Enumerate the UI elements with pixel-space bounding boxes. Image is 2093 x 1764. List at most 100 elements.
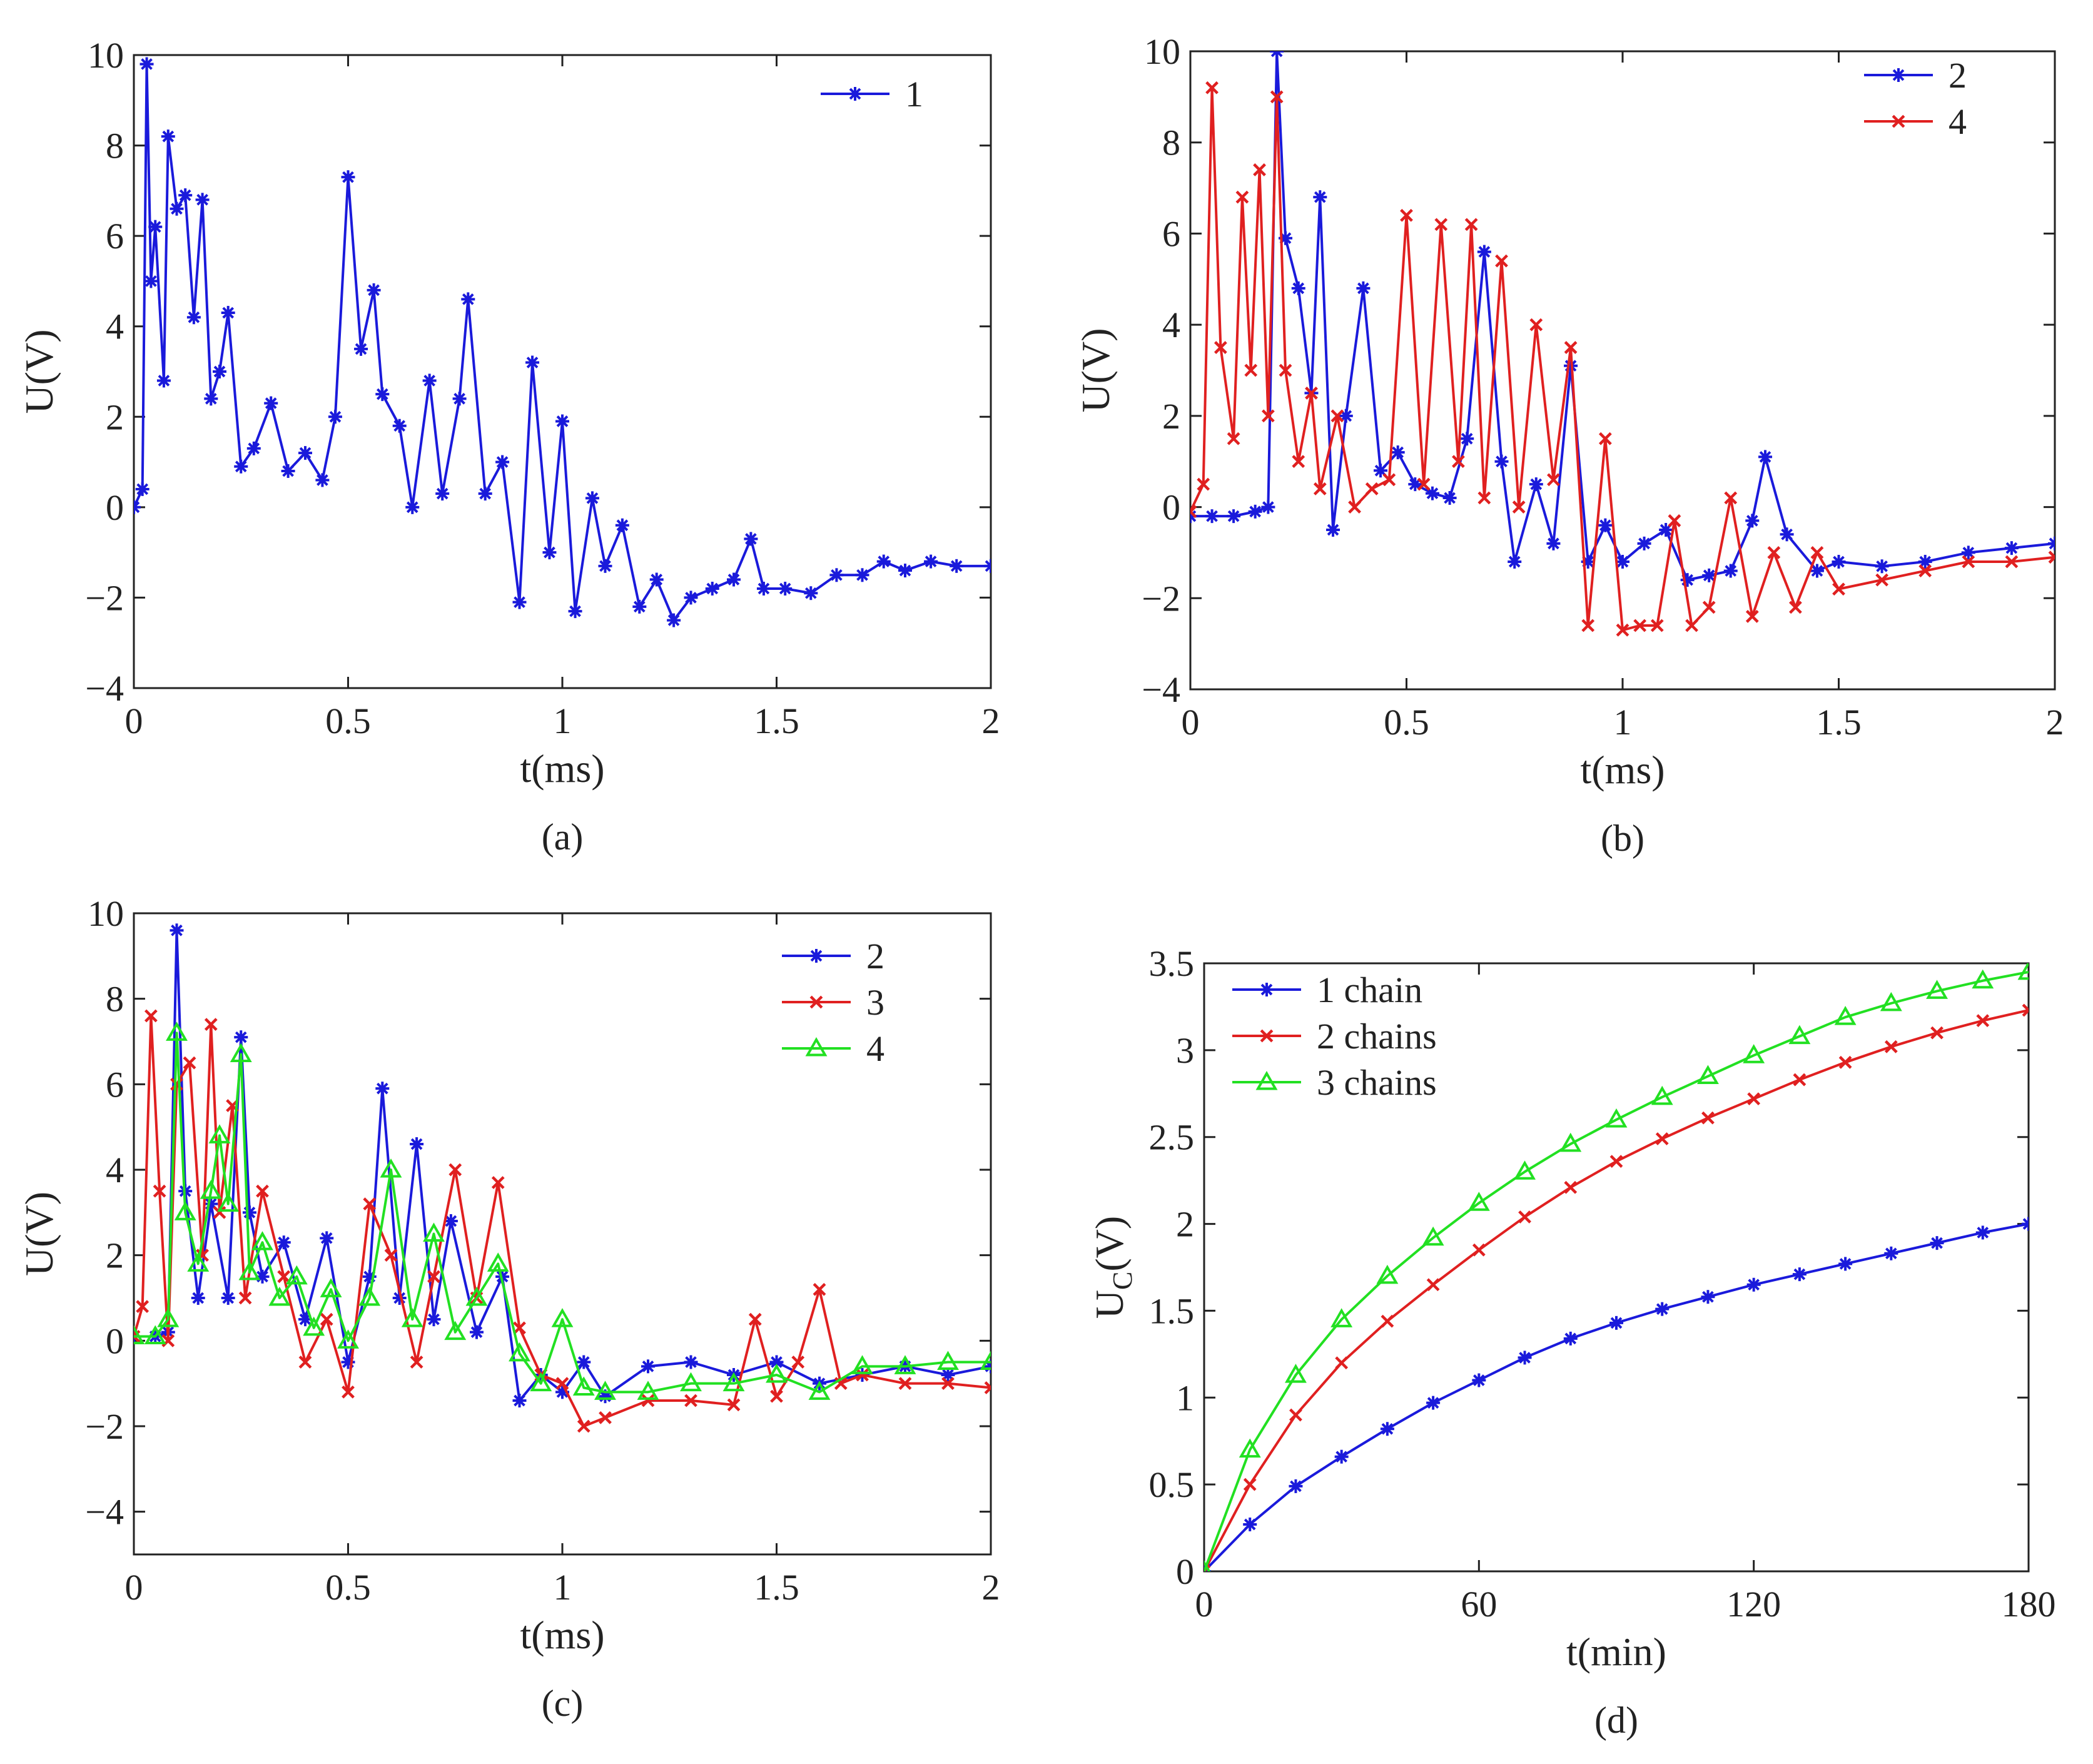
data-point xyxy=(161,129,175,144)
x-tick-label: 0.5 xyxy=(325,1567,371,1608)
data-point xyxy=(410,1137,424,1151)
data-point xyxy=(1330,409,1344,423)
y-tick-label: −4 xyxy=(85,668,124,709)
data-point xyxy=(1834,1006,1857,1025)
data-point xyxy=(1559,1132,1582,1152)
data-point xyxy=(320,1312,333,1326)
data-point xyxy=(208,1124,231,1143)
data-point xyxy=(632,599,647,614)
data-point xyxy=(1788,1025,1811,1045)
data-point xyxy=(135,482,150,496)
data-point xyxy=(491,1176,505,1189)
plot-frame xyxy=(1203,962,2030,1573)
data-point xyxy=(320,1278,342,1297)
x-tick-label: 0 xyxy=(1182,702,1200,743)
data-point xyxy=(1417,477,1431,491)
data-point xyxy=(525,355,540,370)
series-2-chains xyxy=(1204,1003,2029,1571)
series-line xyxy=(1190,51,2055,582)
data-point xyxy=(470,1325,484,1339)
data-point xyxy=(170,923,184,938)
legend-label: 1 chain xyxy=(1317,970,1422,1010)
y-tick-label: 4 xyxy=(1162,305,1180,345)
y-tick-label: −2 xyxy=(85,1406,124,1447)
data-point xyxy=(1381,1314,1394,1328)
data-point xyxy=(1930,1026,1944,1040)
data-point xyxy=(1650,619,1664,632)
data-point xyxy=(641,1394,655,1407)
data-point xyxy=(221,306,235,320)
data-point xyxy=(1197,477,1210,491)
x-tick-label: 1.5 xyxy=(1816,702,1862,743)
data-point xyxy=(1472,1243,1486,1257)
data-point xyxy=(1356,281,1371,295)
data-point xyxy=(1655,1132,1669,1145)
data-point xyxy=(813,1282,826,1296)
data-point xyxy=(1289,1479,1303,1493)
plot-frame xyxy=(1189,50,2056,691)
data-point xyxy=(924,554,938,569)
data-point xyxy=(1190,505,1197,519)
y-tick-label: 2 xyxy=(1162,396,1180,437)
data-point xyxy=(1789,601,1802,614)
y-tick-label: 3 xyxy=(1176,1030,1194,1071)
data-point xyxy=(555,414,569,428)
data-point xyxy=(1426,1396,1441,1410)
data-point xyxy=(572,1376,595,1396)
data-point xyxy=(410,1356,423,1369)
data-point xyxy=(1609,1155,1623,1168)
y-axis-label: U(V) xyxy=(1073,328,1118,412)
data-point xyxy=(1655,1302,1670,1316)
y-tick-label: 10 xyxy=(88,893,124,934)
data-point xyxy=(443,1214,458,1228)
y-tick-label: 10 xyxy=(88,35,124,76)
data-point xyxy=(1279,363,1292,377)
series-4 xyxy=(134,1021,991,1400)
legend-label: 2 xyxy=(1949,55,1967,96)
data-point xyxy=(1305,387,1318,400)
data-point xyxy=(1313,482,1327,495)
data-point xyxy=(512,595,527,609)
data-point xyxy=(2004,541,2019,555)
data-point xyxy=(649,572,664,587)
data-point xyxy=(1659,523,1673,537)
panel-c: 0 0.5 1 1.5 2 −4 −2 0 2 4 6 8 10 t(ms) U(V) (c) 2 3 4 xyxy=(17,893,1000,1724)
data-point xyxy=(984,559,991,573)
data-point xyxy=(941,1377,955,1391)
data-point xyxy=(1563,1331,1578,1346)
legend-item: 1 xyxy=(821,74,923,114)
data-point xyxy=(1514,1160,1536,1180)
data-point xyxy=(2022,1217,2029,1231)
data-point xyxy=(1780,527,1794,542)
data-point xyxy=(1810,546,1824,559)
y-tick-label: 6 xyxy=(106,216,124,256)
data-point xyxy=(551,1308,574,1327)
series-1-chain xyxy=(1204,1217,2029,1571)
data-point xyxy=(1313,190,1327,205)
data-point xyxy=(542,545,557,560)
data-point xyxy=(513,1321,526,1335)
data-point xyxy=(285,1265,308,1285)
data-point xyxy=(1477,491,1491,505)
data-point xyxy=(1792,1267,1807,1282)
x-axis-label: t(min) xyxy=(1566,1630,1666,1674)
data-point xyxy=(1609,1315,1623,1330)
data-point xyxy=(238,1291,252,1305)
data-point xyxy=(1598,518,1613,532)
data-point xyxy=(1564,1180,1578,1194)
data-point xyxy=(298,1356,312,1369)
data-point xyxy=(804,586,818,601)
data-point xyxy=(851,1355,873,1374)
series-line xyxy=(134,929,991,1402)
data-point xyxy=(684,591,698,605)
data-point xyxy=(238,1260,261,1280)
data-point xyxy=(1508,555,1522,569)
data-point xyxy=(1581,619,1595,632)
y-tick-label: 10 xyxy=(1144,31,1180,72)
data-point xyxy=(1758,450,1773,464)
data-point xyxy=(829,568,844,582)
data-point xyxy=(153,1184,166,1198)
data-point xyxy=(1239,1438,1261,1458)
data-point xyxy=(744,532,758,546)
